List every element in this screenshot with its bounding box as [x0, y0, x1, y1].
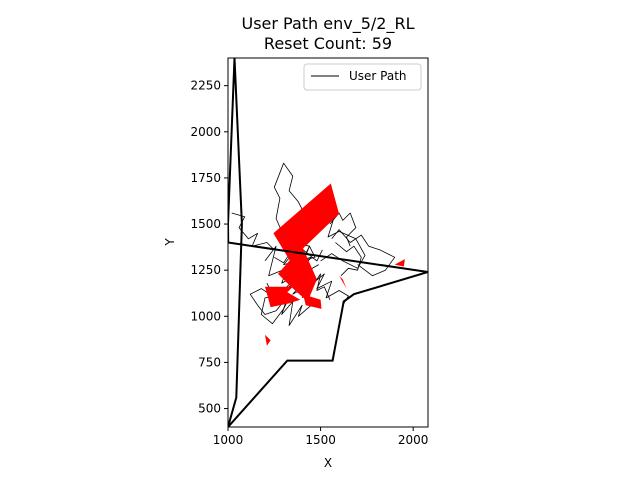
user-path-segment-5 — [320, 212, 366, 269]
y-axis-ticks: 500 750 1000 1250 1500 1750 2000 2250 — [190, 79, 228, 416]
reset-marker-6 — [265, 334, 271, 346]
legend: User Path — [303, 63, 422, 91]
reset-marker-3 — [303, 294, 322, 309]
environment-boundary — [228, 58, 428, 427]
y-tick-label: 2250 — [190, 79, 221, 93]
reset-marker-1 — [278, 246, 317, 302]
x-tick-label: 1500 — [305, 433, 336, 447]
reset-marker-2 — [265, 286, 301, 308]
y-tick-label: 1500 — [190, 217, 221, 231]
y-tick-label: 500 — [198, 402, 221, 416]
user-path-segment-8 — [329, 212, 357, 247]
user-path-segment-12 — [335, 242, 362, 276]
user-path-segment-6 — [331, 229, 396, 277]
y-tick-label: 1000 — [190, 309, 221, 323]
plot-content — [228, 58, 428, 427]
plot-frame — [227, 57, 429, 428]
reset-marker-5 — [394, 259, 405, 267]
y-tick-label: 2000 — [190, 125, 221, 139]
legend-entry-user-path: User Path — [349, 69, 407, 83]
legend-box — [303, 63, 422, 91]
chart-title-line-1: User Path env_5/2_RL — [241, 14, 414, 34]
x-axis-label: X — [324, 456, 332, 470]
user-path-segment-3 — [281, 297, 312, 326]
reset-marker-4 — [339, 275, 347, 289]
user-path-segment-4 — [260, 277, 301, 325]
y-tick-label: 1750 — [190, 171, 221, 185]
user-path-segment-9 — [231, 212, 275, 251]
chart-title-line-2: Reset Count: 59 — [264, 34, 392, 53]
x-tick-label: 2000 — [398, 433, 429, 447]
user-path-segment-0 — [273, 162, 307, 243]
reset-marker-0 — [273, 183, 340, 261]
x-tick-label: 1000 — [213, 433, 244, 447]
y-tick-label: 1250 — [190, 263, 221, 277]
x-axis-ticks: 1000 1500 2000 — [213, 427, 429, 447]
y-tick-label: 750 — [198, 355, 221, 369]
y-axis-label: Y — [163, 238, 177, 247]
